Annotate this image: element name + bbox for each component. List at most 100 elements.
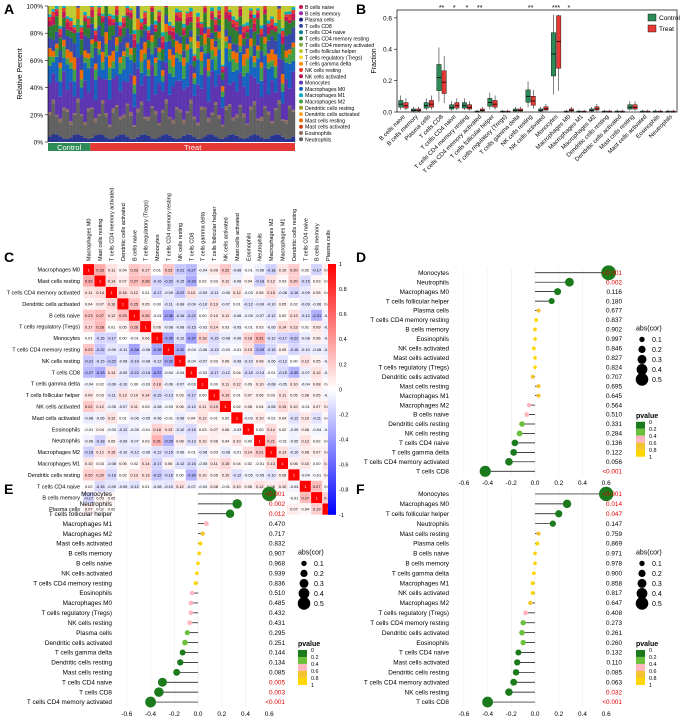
- stack-segment: [143, 42, 147, 54]
- lollipop-point: [177, 659, 184, 666]
- stack-segment: [100, 13, 105, 16]
- colorbar-tick-label: 1: [339, 262, 342, 268]
- colorbar-tick-label: -0.2: [339, 412, 348, 418]
- heatmap-cell-value: -0.30: [187, 473, 197, 478]
- pvalue-legend-label: 0: [649, 420, 652, 426]
- stack-segment: [55, 116, 59, 135]
- size-legend-dot: [639, 336, 645, 343]
- box-treat: [632, 104, 638, 110]
- lollipop-point: [179, 649, 186, 656]
- stack-segment: [150, 65, 155, 107]
- stack-segment: [160, 32, 165, 37]
- stack-segment: [100, 61, 105, 70]
- heatmap-cell-value: -0.01: [164, 416, 173, 421]
- heatmap-cell-value: 0.03: [210, 359, 218, 364]
- heatmap-cell-value: -0.01: [187, 450, 196, 455]
- stack-segment: [76, 98, 80, 103]
- stack-segment: [280, 59, 285, 75]
- pvalue-label: 0.827: [606, 355, 622, 362]
- stack-segment: [256, 45, 260, 51]
- heatmap-cell-value: -0.01: [232, 347, 241, 352]
- stack-segment: [196, 35, 200, 42]
- stack-segment: [51, 24, 56, 40]
- pvalue-label: 0.284: [606, 431, 622, 438]
- stack-segment: [206, 117, 211, 122]
- stack-segment: [280, 136, 285, 142]
- pvalue-label: 0.695: [606, 383, 622, 390]
- heatmap-cell-value: 0.13: [119, 393, 127, 398]
- stack-segment: [107, 138, 112, 142]
- heatmap-cell-value: 0.07: [245, 393, 253, 398]
- heatmap-cell-value: 0.15: [108, 450, 116, 455]
- panel-label-a: A: [4, 1, 14, 17]
- stack-segment: [139, 6, 144, 19]
- stack-segment: [115, 6, 119, 11]
- heatmap-cell-value: 0.19: [210, 404, 218, 409]
- row-label: T cells CD4 naive: [37, 484, 80, 490]
- heatmap-cell-value: 0.03: [267, 393, 275, 398]
- heatmap-cell-value: -0.15: [210, 336, 219, 341]
- stack-segment: [65, 18, 70, 23]
- size-legend-dot: [298, 588, 310, 599]
- heatmap-cell-value: -0.04: [84, 381, 94, 386]
- column-label: Mast cells activated: [235, 213, 241, 261]
- stack-segment: [55, 8, 59, 12]
- heatmap-cell-value: -0.07: [187, 484, 196, 489]
- stack-segment: [122, 81, 126, 115]
- stack-segment: [227, 35, 232, 44]
- lollipop-point: [479, 465, 491, 477]
- stack-segment: [93, 118, 98, 123]
- stack-segment: [132, 125, 137, 127]
- stack-segment: [72, 81, 77, 97]
- stack-segment: [97, 48, 102, 55]
- heatmap-cell-value: -0.11: [107, 393, 116, 398]
- stack-segment: [238, 51, 243, 73]
- stack-segment: [129, 10, 133, 13]
- stack-segment: [72, 113, 77, 115]
- colorbar-tick-label: 0.8: [339, 287, 347, 293]
- stack-segment: [167, 59, 172, 74]
- pvalue-legend-label: 1: [649, 455, 652, 461]
- heatmap-cell-value: 0.00: [290, 359, 298, 364]
- stack-segment: [217, 25, 222, 32]
- lollipop-point: [533, 337, 537, 341]
- stack-segment: [210, 112, 215, 115]
- heatmap-cell-value: -0.33: [187, 279, 196, 284]
- size-legend-label: 0.5: [314, 601, 324, 608]
- stack-segment: [291, 60, 296, 72]
- stack-segment: [284, 14, 289, 17]
- stack-segment: [238, 138, 243, 142]
- column-label: Neutrophils: [258, 233, 264, 261]
- heatmap-cell-value: -0.13: [210, 347, 219, 352]
- stack-segment: [150, 6, 155, 8]
- stack-segment: [69, 17, 73, 22]
- heatmap-cell-value: -0.06: [141, 450, 150, 455]
- heatmap-cell-value: 0.27: [313, 484, 321, 489]
- stack-segment: [182, 123, 186, 136]
- stack-segment: [72, 69, 77, 82]
- row-label: Eosinophils: [52, 427, 80, 433]
- pvalue-legend-title: pvalue: [636, 413, 658, 420]
- stack-segment: [185, 6, 190, 12]
- stack-segment: [143, 134, 147, 142]
- stack-segment: [129, 6, 133, 9]
- heatmap-cell-value: -0.07: [301, 370, 310, 375]
- stack-segment: [115, 136, 119, 142]
- stack-segment: [65, 6, 70, 17]
- y-tick-label: 0.4: [383, 47, 392, 54]
- stack-segment: [220, 64, 225, 67]
- legend-swatch: [299, 99, 303, 104]
- stack-segment: [125, 15, 130, 29]
- stack-segment: [129, 18, 133, 35]
- lollipop-point: [555, 510, 563, 518]
- stack-segment: [263, 36, 267, 44]
- heatmap-cell-value: -0.16: [289, 290, 298, 295]
- stack-segment: [48, 114, 52, 137]
- stack-segment: [203, 33, 207, 45]
- stack-segment: [129, 54, 133, 60]
- stack-segment: [206, 53, 211, 60]
- heatmap-cell-value: 0.33: [96, 267, 104, 272]
- stack-segment: [196, 16, 200, 23]
- stack-segment: [249, 8, 253, 11]
- stack-segment: [171, 76, 176, 87]
